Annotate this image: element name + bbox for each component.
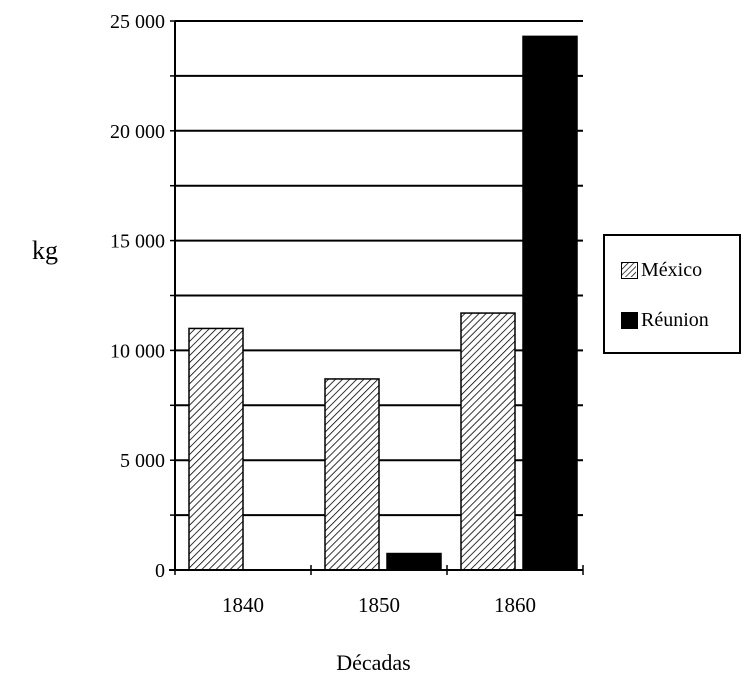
legend-label-reunion: Réunion: [641, 308, 709, 331]
axes: [169, 20, 584, 575]
x-tick-label: 1860: [494, 593, 536, 617]
bars: [188, 35, 578, 571]
bar-mexico: [188, 327, 244, 571]
legend-label-mexico: México: [641, 258, 703, 281]
y-tick-label: 15 000: [110, 231, 165, 253]
legend-entry-reunion: Réunion: [621, 308, 709, 332]
bar-mexico: [460, 312, 516, 571]
bar-reunion: [386, 552, 442, 571]
y-tick-label: 0: [155, 560, 165, 582]
bar-mexico: [324, 378, 380, 571]
y-tick-label: 25 000: [110, 11, 165, 33]
y-tick-label: 10 000: [110, 340, 165, 362]
legend-entry-mexico: México: [621, 258, 702, 282]
bar-reunion: [522, 35, 578, 571]
x-tick-labels: 1840 1850 1860: [222, 593, 536, 617]
legend-swatch-solid: [621, 311, 638, 329]
x-tick-label: 1850: [358, 593, 400, 617]
legend-swatch-hatched: [621, 261, 638, 279]
y-axis-label: kg: [32, 236, 58, 265]
y-tick-labels: 0 5 000 10 000 15 000 20 000 25 000: [110, 11, 165, 582]
y-tick-label: 5 000: [120, 450, 165, 472]
x-axis-label: Décadas: [336, 650, 411, 675]
y-tick-label: 20 000: [110, 121, 165, 143]
x-tick-label: 1840: [222, 593, 264, 617]
legend: México Réunion: [603, 234, 741, 354]
